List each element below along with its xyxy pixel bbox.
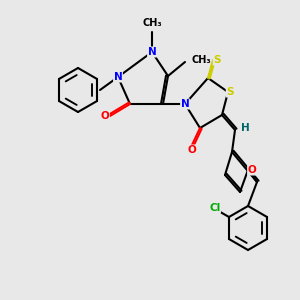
Text: O: O <box>188 145 196 155</box>
Text: Cl: Cl <box>209 203 220 213</box>
Text: N: N <box>148 47 156 57</box>
Text: O: O <box>248 165 256 175</box>
Text: H: H <box>241 123 250 133</box>
Text: N: N <box>114 72 122 82</box>
Text: CH₃: CH₃ <box>142 18 162 28</box>
Text: N: N <box>181 99 189 109</box>
Text: S: S <box>226 87 234 97</box>
Text: O: O <box>100 111 109 121</box>
Text: S: S <box>213 55 221 65</box>
Text: CH₃: CH₃ <box>191 55 211 65</box>
